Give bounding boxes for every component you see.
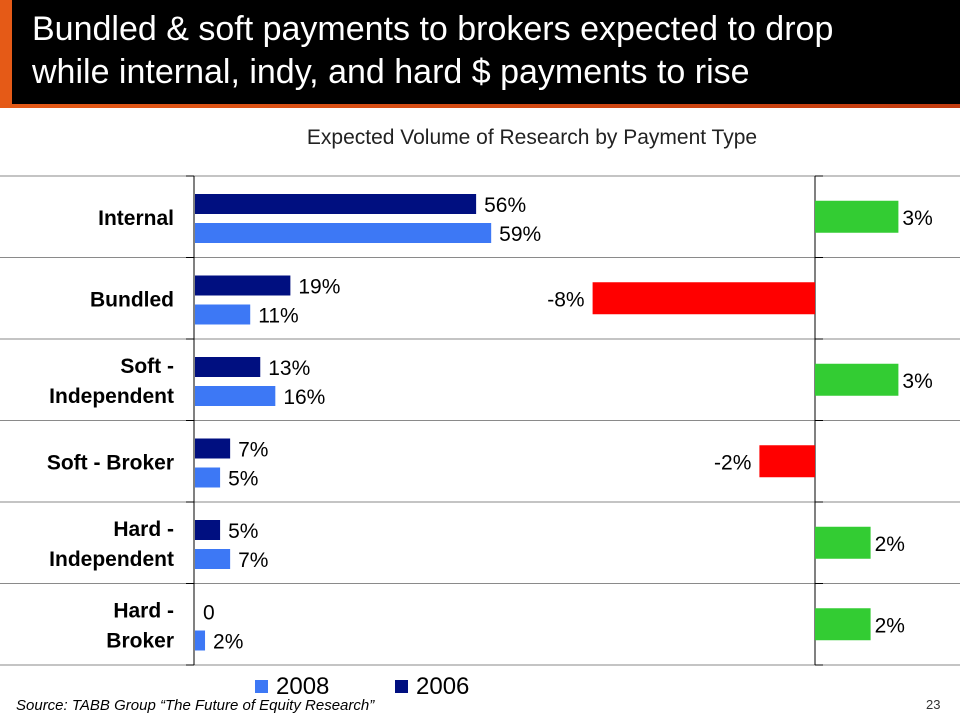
category-label: Hard - — [113, 518, 174, 541]
change-bar-increase — [815, 200, 899, 233]
chart-title: Expected Volume of Research by Payment T… — [306, 126, 758, 149]
slide-title-line-2: while internal, indy, and hard $ payment… — [32, 53, 750, 91]
change-label: 2% — [875, 614, 905, 637]
change-bar-increase — [815, 363, 899, 396]
bar-2008 — [195, 223, 492, 243]
change-label: 3% — [902, 370, 932, 393]
category-label: Independent — [49, 548, 174, 571]
bar-2008 — [195, 467, 221, 488]
change-label: -8% — [547, 288, 584, 311]
data-label-2008: 2% — [213, 631, 243, 654]
page-number: 23 — [926, 697, 941, 712]
legend-label-2006: 2006 — [416, 673, 469, 700]
data-label-2008: 7% — [238, 549, 268, 572]
change-bar-increase — [815, 526, 871, 559]
category-label: Broker — [106, 629, 174, 652]
accent-bar — [0, 0, 12, 104]
change-bar-increase — [815, 608, 871, 641]
data-label-2006: 7% — [238, 439, 268, 462]
bar-2006 — [195, 194, 477, 214]
category-label: Internal — [98, 207, 174, 230]
data-label-2006: 0 — [203, 602, 215, 625]
data-label-2008: 16% — [283, 386, 325, 409]
bar-2006 — [195, 438, 231, 459]
slide-title: Bundled & soft payments to brokers expec… — [32, 8, 942, 94]
source-note: Source: TABB Group “The Future of Equity… — [16, 697, 375, 714]
category-label: Soft - Broker — [47, 451, 174, 474]
bar-2006 — [195, 520, 221, 540]
change-bar-decrease — [759, 445, 815, 478]
change-bar-decrease — [592, 282, 815, 315]
bar-2008 — [195, 304, 251, 325]
change-label: 3% — [902, 207, 932, 230]
data-label-2006: 13% — [268, 357, 310, 380]
data-label-2006: 19% — [298, 276, 340, 299]
bar-2006 — [195, 357, 261, 377]
title-banner: Bundled & soft payments to brokers expec… — [0, 0, 960, 104]
slide-title-line-1: Bundled & soft payments to brokers expec… — [32, 10, 834, 48]
data-label-2006: 56% — [484, 194, 526, 217]
bar-2008 — [195, 630, 206, 651]
bar-2008 — [195, 386, 276, 406]
data-label-2008: 5% — [228, 468, 258, 491]
legend-label-2008: 2008 — [276, 673, 329, 700]
data-label-2006: 5% — [228, 520, 258, 543]
bar-2006 — [195, 275, 291, 296]
title-underline — [0, 104, 960, 108]
category-label: Bundled — [90, 288, 174, 311]
change-label: 2% — [875, 533, 905, 556]
data-label-2008: 11% — [258, 305, 298, 328]
category-label: Soft - — [120, 355, 174, 378]
legend-swatch-2008 — [255, 680, 268, 693]
bar-2008 — [195, 549, 231, 569]
change-label: -2% — [714, 451, 751, 474]
category-label: Hard - — [113, 599, 174, 622]
legend-swatch-2006 — [395, 680, 408, 693]
category-label: Independent — [49, 385, 174, 408]
data-label-2008: 59% — [499, 223, 541, 246]
